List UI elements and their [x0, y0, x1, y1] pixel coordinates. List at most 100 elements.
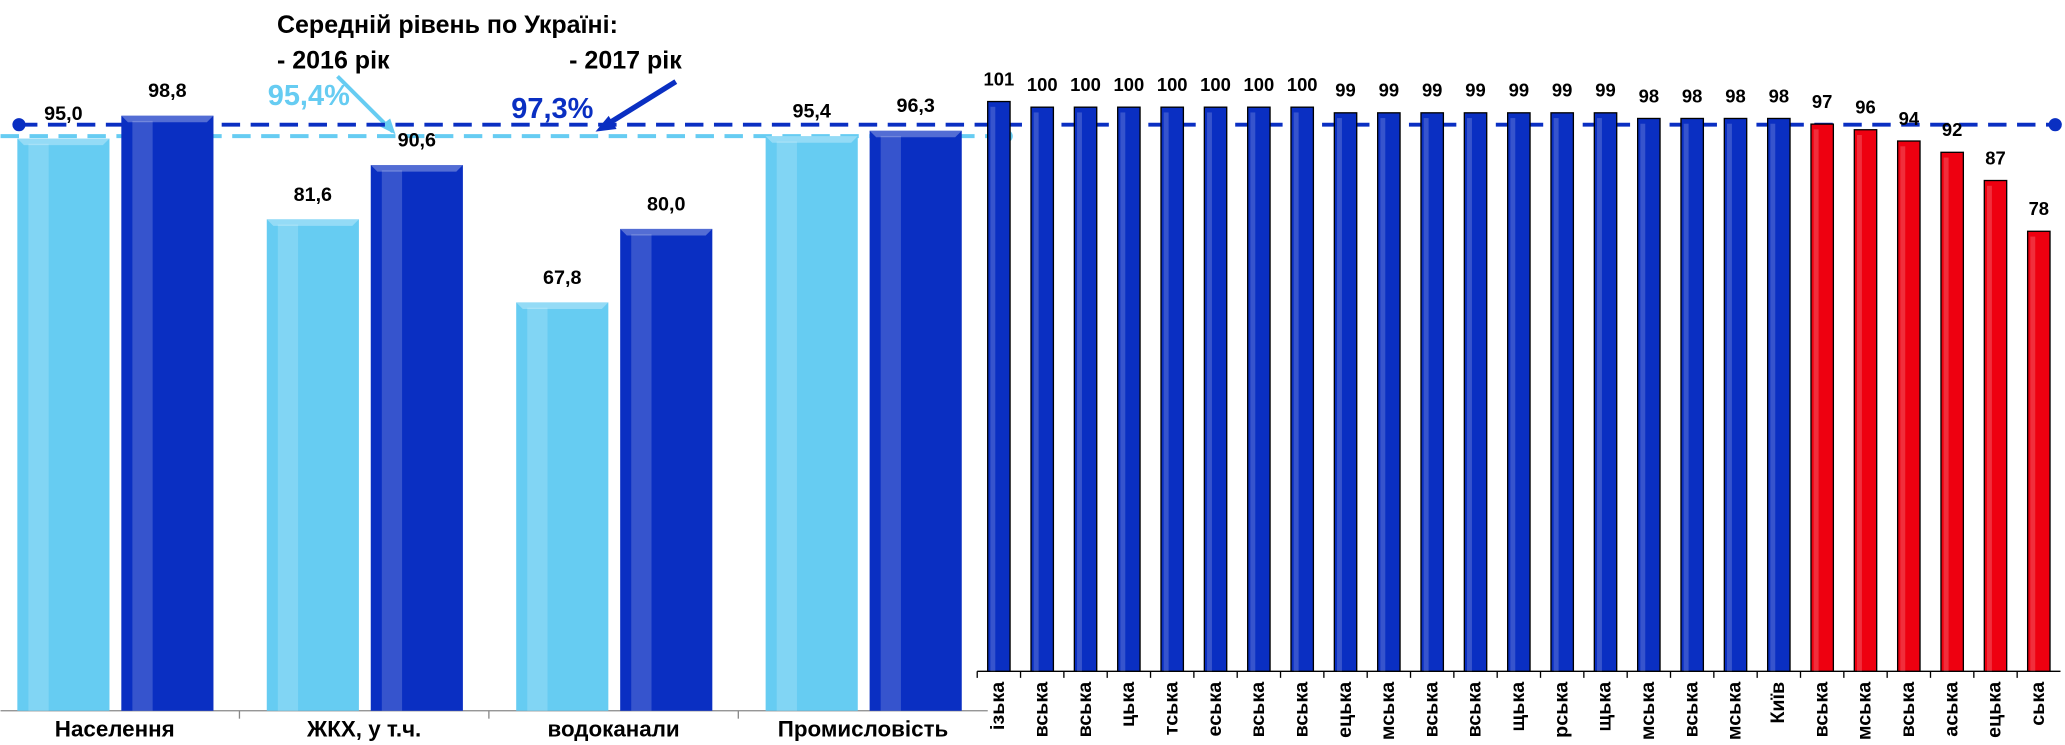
bar [1593, 112, 1618, 672]
value-label: 98 [1725, 85, 1745, 106]
value-label: 100 [1244, 74, 1275, 95]
bar-bevel [121, 115, 214, 123]
value-label: 100 [1287, 74, 1318, 95]
annotation-2016: - 2016 рік [277, 46, 390, 74]
bar-highlight [1077, 112, 1082, 672]
bar [1463, 112, 1488, 672]
bar-bevel [370, 165, 463, 172]
bar [1160, 106, 1185, 672]
x-tick-label: мська [1377, 681, 1399, 740]
x-tick-label: щька [1507, 681, 1529, 732]
value-label: 100 [1070, 74, 1101, 95]
x-tick-label: ецька [1984, 681, 2006, 738]
value-label: 100 [1200, 74, 1231, 95]
x-tick-label: вська [1290, 681, 1312, 738]
value-label: 80,0 [647, 193, 685, 215]
arrow-2016 [336, 74, 395, 134]
bar [1377, 112, 1401, 672]
value-label: 92 [1942, 119, 1962, 140]
bar-highlight [2030, 236, 2036, 672]
bar-highlight [1727, 123, 1732, 672]
bar [1290, 106, 1315, 672]
value-label: 99 [1335, 80, 1355, 101]
bar-highlight [1597, 118, 1602, 672]
value-label: 99 [1379, 80, 1399, 101]
bar [1420, 112, 1445, 672]
x-tick-label: вська [1680, 681, 1702, 738]
x-tick-label: Київ [1767, 682, 1789, 724]
arrow-2017 [604, 79, 678, 128]
bar-highlight [1467, 118, 1472, 672]
value-label: 99 [1552, 80, 1572, 101]
x-tick-label: еська [1204, 681, 1226, 737]
value-label: 100 [1027, 74, 1058, 95]
x-tick-label: водоканали [548, 716, 680, 741]
bar-highlight [1337, 118, 1342, 672]
bar [1550, 112, 1575, 672]
x-tick-label: цька [1117, 681, 1139, 727]
value-label: 99 [1465, 80, 1485, 101]
bar-highlight [132, 120, 153, 711]
value-label: 99 [1595, 80, 1615, 101]
bar [516, 302, 609, 711]
x-tick-label: рська [1550, 681, 1572, 738]
bar [1073, 106, 1098, 672]
bar-highlight [631, 234, 652, 711]
value-label: 97 [1812, 91, 1832, 112]
value-label: 90,6 [398, 130, 436, 152]
bar-highlight [1380, 118, 1386, 672]
x-tick-label: Населення [55, 716, 175, 741]
bar [869, 130, 962, 711]
bar-bevel [516, 302, 609, 309]
bar-highlight [1553, 118, 1559, 672]
bar [1766, 117, 1791, 672]
bar-highlight [1943, 157, 1949, 672]
bar [17, 138, 110, 711]
bar-highlight [1640, 123, 1646, 672]
bar [620, 228, 713, 711]
bar-highlight [1986, 185, 1992, 672]
x-tick-label: мська [1637, 681, 1659, 740]
value-label: 78 [2029, 198, 2049, 219]
value-label: 98 [1682, 85, 1702, 106]
bar [1333, 112, 1358, 672]
bar-highlight [1293, 112, 1299, 672]
value-label: 95,0 [44, 103, 82, 125]
value-label: 100 [1157, 74, 1188, 95]
x-tick-label: вська [1810, 681, 1832, 738]
x-tick-label: вська [1074, 681, 1096, 738]
bar-highlight [527, 307, 548, 711]
value-label: 99 [1509, 80, 1529, 101]
bar [1810, 123, 1835, 672]
value-label: 87 [1985, 147, 2005, 168]
bar-highlight [1510, 118, 1516, 672]
bar-highlight [1250, 112, 1256, 672]
bar-highlight [1423, 118, 1429, 672]
ref-label-2017: 97,3% [511, 93, 593, 125]
bar [121, 115, 214, 711]
bar [1723, 117, 1748, 672]
bar [1680, 117, 1705, 672]
bar [987, 100, 1011, 672]
value-label: 98 [1639, 85, 1659, 106]
value-label: 98 [1769, 85, 1789, 106]
bar-highlight [990, 106, 996, 672]
bar-highlight [880, 135, 901, 711]
bar-highlight [1770, 123, 1776, 672]
x-tick-label: Промисловість [778, 716, 948, 741]
bar [370, 165, 463, 711]
value-label: 100 [1114, 74, 1145, 95]
bar-highlight [1120, 112, 1126, 672]
bar [1896, 140, 1921, 672]
bar-bevel [17, 138, 110, 146]
x-tick-label: вська [1247, 681, 1269, 738]
bar [1030, 106, 1055, 672]
bar [765, 136, 858, 711]
value-label: 99 [1422, 80, 1442, 101]
bar [1983, 179, 2008, 672]
bar [1637, 117, 1661, 672]
bar-bevel [266, 219, 359, 226]
bar [1940, 151, 1965, 672]
x-tick-label: ЖКХ, у т.ч. [306, 716, 421, 741]
value-label: 96 [1855, 97, 1875, 118]
